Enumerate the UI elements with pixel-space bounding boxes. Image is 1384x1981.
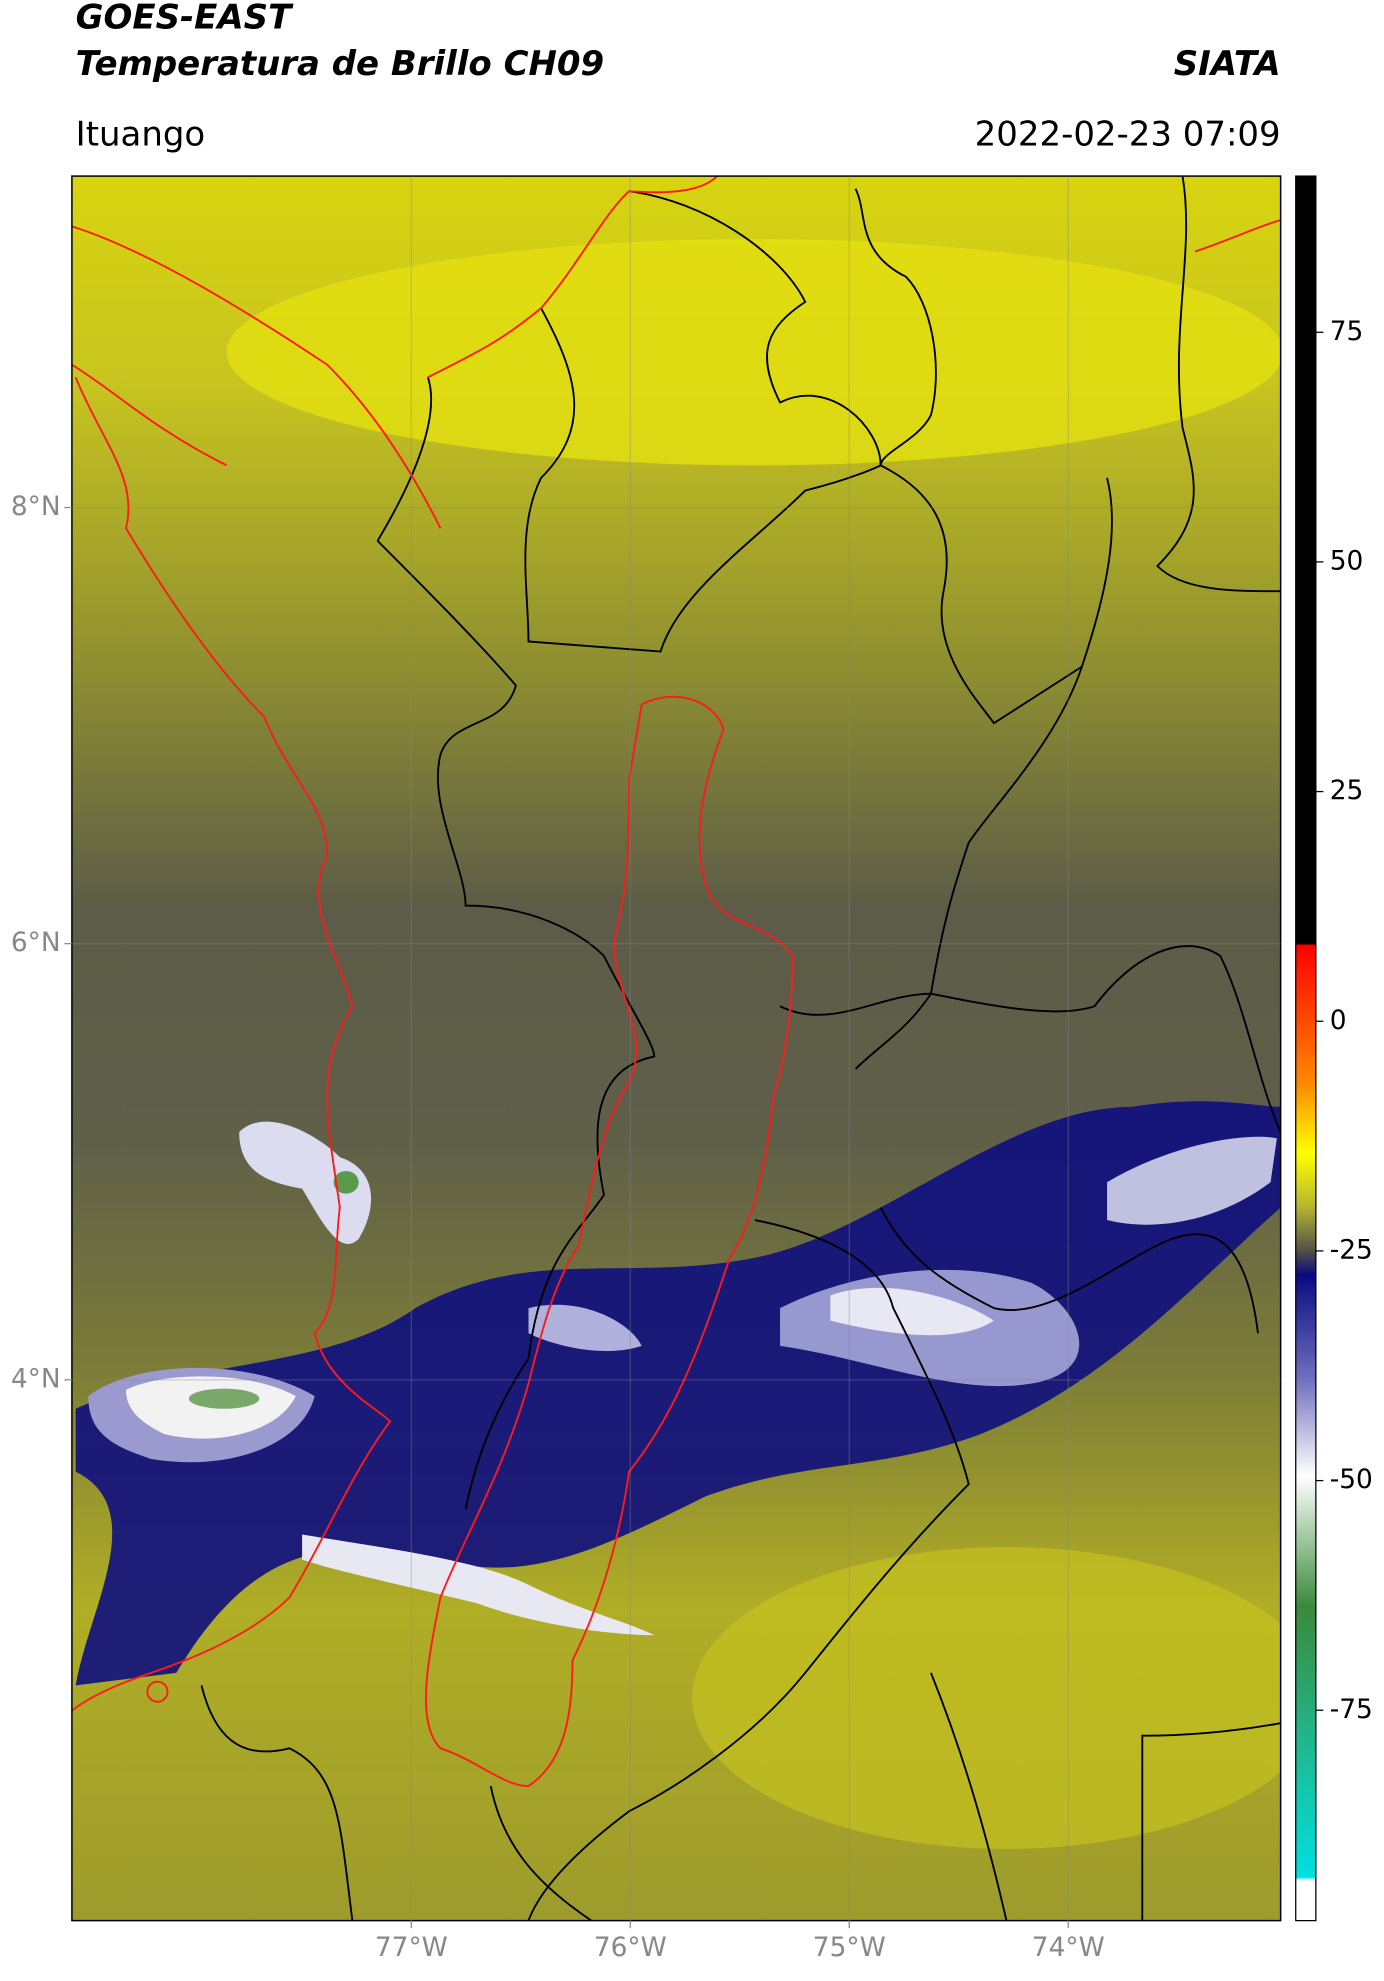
location: Ituango [76,114,206,154]
colorbar-tick-label: -25 [1330,1234,1373,1265]
subtitle: Temperatura de Brillo CH09 [76,44,604,84]
title: GOES-EAST [76,0,294,37]
x-tick-label: 75°W [813,1932,886,1963]
colorbar-tick-label: -50 [1330,1464,1373,1495]
map-frame [71,175,1282,1922]
colorbar-tick-label: 50 [1330,545,1364,576]
map-image [71,176,1281,1921]
colorbar-tick-label: 25 [1330,775,1364,806]
source: SIATA [1174,44,1281,84]
colorbar-tick-label: -75 [1330,1694,1373,1725]
x-tick-label: 74°W [1032,1932,1105,1963]
y-tick-label: 8°N [11,491,61,522]
x-tick-label: 77°W [375,1932,448,1963]
x-tick-label: 76°W [594,1932,667,1963]
colorbar-tick-label: 75 [1330,316,1364,347]
y-tick-label: 4°N [11,1363,61,1394]
datetime: 2022-02-23 07:09 [975,114,1281,154]
colorbar-tick-label: 0 [1330,1005,1347,1036]
y-tick-label: 6°N [11,927,61,958]
colorbar [1295,175,1317,1922]
